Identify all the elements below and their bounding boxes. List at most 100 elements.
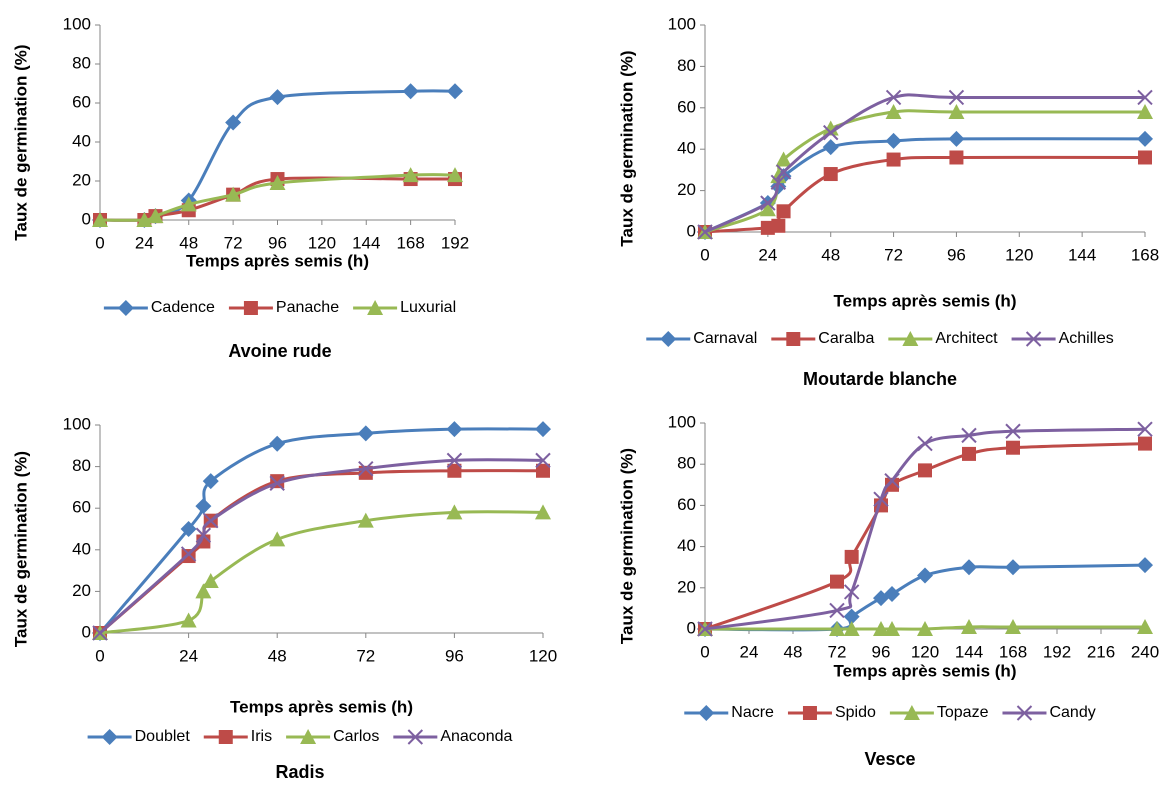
y-axis-label: Taux de germination (%)	[11, 451, 30, 647]
legend-item: Topaze	[889, 704, 989, 721]
marker	[917, 621, 933, 636]
y-tick-label: 40	[72, 539, 91, 558]
marker	[180, 196, 197, 212]
y-tick-label: 20	[72, 581, 91, 600]
marker	[885, 477, 899, 492]
legend-item: Nacre	[684, 704, 774, 721]
marker	[1006, 440, 1020, 455]
x-tick-label: 120	[308, 233, 336, 252]
marker	[225, 186, 242, 202]
x-tick-label: 72	[224, 233, 243, 252]
marker	[535, 504, 551, 520]
marker	[903, 705, 920, 720]
chart-title: Avoine rude	[228, 341, 331, 361]
marker	[357, 512, 374, 528]
marker	[402, 83, 419, 100]
marker	[843, 584, 860, 600]
x-tick-label: 120	[911, 642, 939, 661]
x-axis-label: Temps après semis (h)	[230, 697, 413, 716]
marker	[843, 621, 860, 636]
marker	[697, 621, 713, 637]
marker	[202, 573, 219, 588]
marker	[917, 435, 933, 452]
y-axis-label: Taux de germination (%)	[11, 44, 30, 240]
marker	[760, 195, 776, 211]
x-tick-label: 96	[872, 642, 891, 661]
legend-label: Achilles	[1059, 330, 1114, 347]
y-tick-label: 40	[677, 139, 696, 158]
marker	[402, 167, 419, 183]
marker	[195, 498, 212, 515]
marker	[885, 89, 902, 106]
x-axis-label: Temps après semis (h)	[834, 661, 1017, 680]
y-tick-label: 20	[677, 577, 696, 596]
series-line	[704, 137, 1146, 234]
marker	[786, 332, 801, 346]
y-axis-label: Taux de germination (%)	[617, 50, 636, 246]
y-tick-label: 0	[687, 618, 696, 637]
marker	[1138, 150, 1152, 165]
legend-item: Achilles	[1011, 330, 1114, 347]
y-tick-label: 20	[72, 170, 91, 189]
y-tick-label: 100	[668, 412, 696, 431]
marker	[775, 164, 792, 180]
x-tick-label: 144	[1068, 245, 1096, 264]
legend: Doublet Iris Carlos Anaconda	[87, 728, 512, 745]
legend-label: Luxurial	[400, 299, 456, 316]
marker	[269, 475, 285, 491]
legend-item: Carlos	[286, 728, 379, 745]
series-line	[99, 458, 544, 635]
x-tick-label: 96	[445, 646, 464, 665]
x-tick-label: 96	[947, 245, 966, 264]
panel: 0 20 40 60 80 100 0 24 48 72 96 120 Temps après semi…	[11, 414, 557, 781]
legend-label: Anaconda	[440, 728, 512, 745]
legend-item: Caralba	[771, 330, 874, 347]
marker	[844, 549, 859, 564]
chart-title: Vesce	[864, 749, 915, 769]
marker	[1137, 130, 1153, 147]
marker	[698, 705, 715, 721]
x-tick-label: 48	[268, 646, 287, 665]
legend: Carnaval Caralba Architect Achilles	[646, 330, 1114, 347]
marker	[203, 512, 219, 529]
marker	[269, 174, 286, 190]
x-tick-label: 24	[758, 245, 777, 264]
legend-item: Iris	[203, 728, 272, 745]
legend-label: Panache	[276, 299, 339, 316]
marker	[1138, 436, 1152, 451]
legend-label: Topaze	[937, 704, 989, 721]
marker	[367, 300, 384, 315]
marker	[1137, 557, 1153, 574]
legend-item: Anaconda	[393, 728, 512, 745]
legend-item: Doublet	[87, 728, 190, 745]
legend-label: Architect	[935, 330, 998, 347]
y-tick-label: 60	[72, 92, 91, 111]
marker	[775, 151, 792, 167]
legend: Cadence Panache Luxurial	[103, 299, 456, 316]
x-tick-label: 24	[179, 646, 198, 665]
marker	[948, 130, 965, 147]
marker	[1025, 331, 1042, 347]
marker	[822, 120, 839, 136]
marker	[770, 174, 787, 191]
marker	[830, 574, 844, 589]
marker	[884, 472, 900, 489]
marker	[180, 521, 197, 537]
marker	[962, 446, 976, 461]
marker	[269, 531, 286, 547]
marker	[195, 527, 212, 543]
marker	[101, 729, 118, 745]
marker	[136, 212, 153, 227]
y-tick-label: 80	[72, 456, 91, 475]
marker	[822, 139, 839, 156]
marker	[446, 452, 463, 469]
legend-label: Spido	[835, 704, 876, 721]
series-line	[704, 427, 1146, 631]
marker	[902, 331, 919, 346]
marker	[873, 491, 889, 507]
marker	[1137, 618, 1153, 634]
marker	[202, 473, 219, 490]
y-tick-label: 40	[72, 131, 91, 150]
marker	[843, 608, 860, 625]
